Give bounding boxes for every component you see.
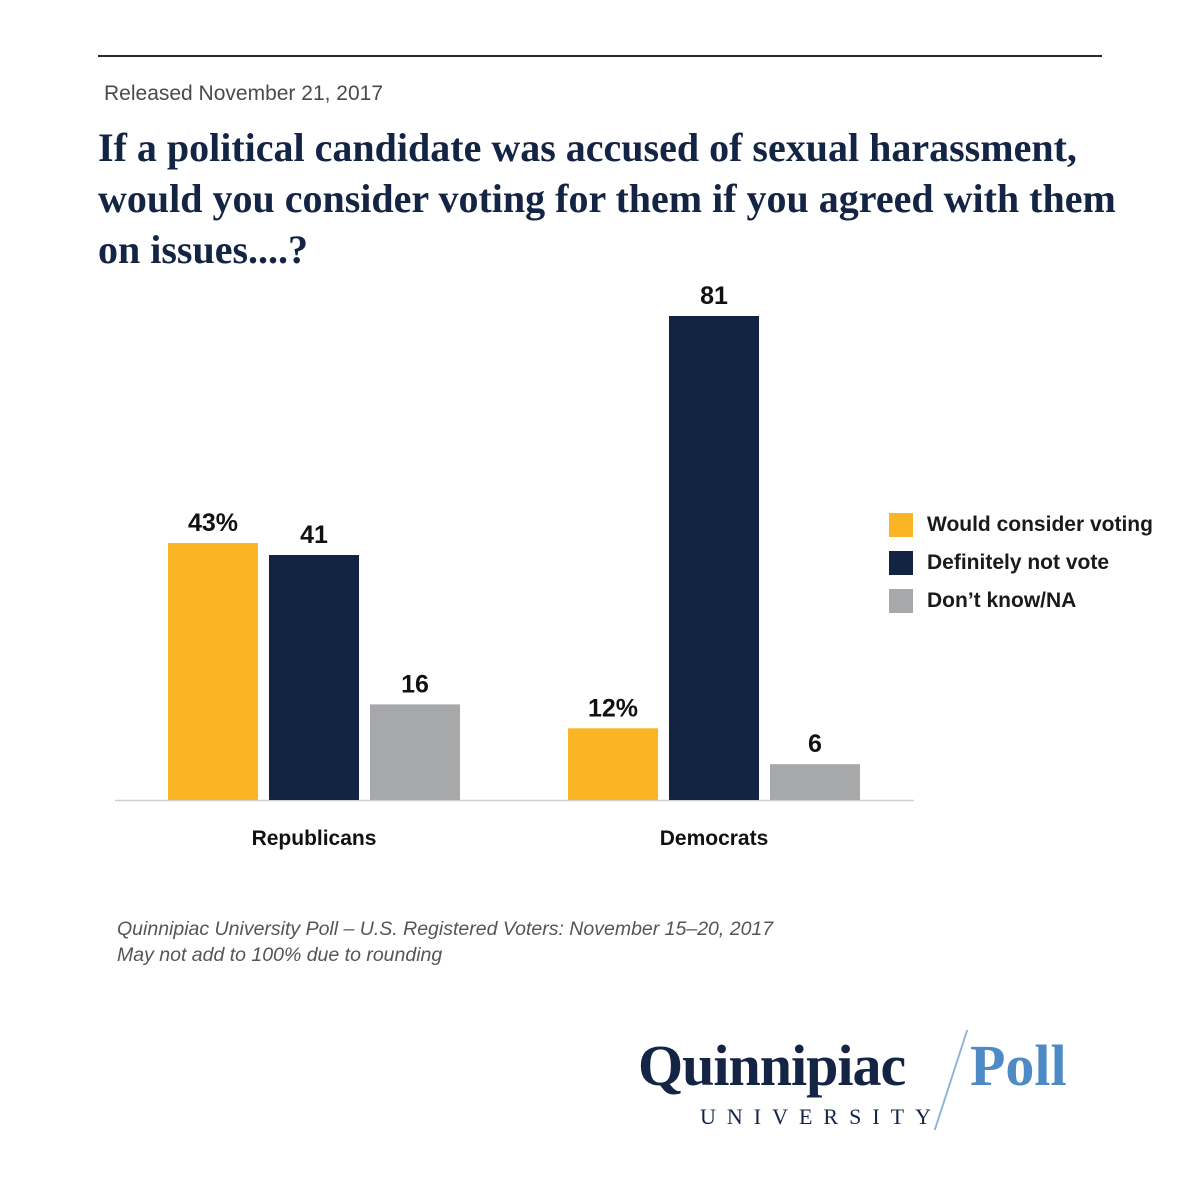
data-label-republicans-don-t-know-na: 16	[401, 670, 429, 698]
logo-poll: Poll	[970, 1033, 1067, 1098]
bar-republicans-would-consider-voting	[168, 543, 258, 800]
bar-republicans-don-t-know-na	[370, 704, 460, 800]
chart-title-line-1: If a political candidate was accused of …	[98, 125, 1077, 170]
legend-item-definitely-not: Definitely not vote	[889, 544, 1153, 582]
footnote: Quinnipiac University Poll – U.S. Regist…	[117, 916, 773, 968]
data-label-republicans-would-consider-voting: 43%	[188, 509, 238, 537]
bar-democrats-definitely-not-vote	[669, 316, 759, 800]
legend-label-definitely-not: Definitely not vote	[927, 551, 1110, 574]
category-label-democrats: Democrats	[660, 827, 769, 850]
release-date: Released November 21, 2017	[104, 82, 384, 105]
legend-swatch-would-consider	[889, 513, 913, 537]
legend-item-would-consider: Would consider voting	[889, 506, 1153, 544]
data-label-democrats-don-t-know-na: 6	[808, 730, 822, 758]
bar-democrats-would-consider-voting	[568, 728, 658, 800]
legend-label-dont-know: Don’t know/NA	[927, 589, 1077, 612]
legend-item-dont-know: Don’t know/NA	[889, 582, 1153, 620]
legend-label-would-consider: Would consider voting	[927, 513, 1153, 536]
logo-university: UNIVERSITY	[700, 1104, 942, 1129]
chart-title-line-3: on issues....?	[98, 227, 309, 272]
top-rule	[98, 55, 1102, 57]
footnote-rounding: May not add to 100% due to rounding	[117, 944, 443, 966]
legend-swatch-dont-know	[889, 589, 913, 613]
bar-democrats-don-t-know-na	[770, 764, 860, 800]
data-label-democrats-definitely-not-vote: 81	[700, 282, 728, 310]
chart-title-line-2: would you consider voting for them if yo…	[98, 176, 1116, 221]
category-label-republicans: Republicans	[252, 827, 377, 850]
quinnipiac-poll-logo: Quinnipiac Poll UNIVERSITY	[638, 1030, 1108, 1132]
legend-swatch-definitely-not	[889, 551, 913, 575]
logo-name: Quinnipiac	[638, 1033, 906, 1098]
data-label-republicans-definitely-not-vote: 41	[300, 521, 328, 549]
data-label-democrats-would-consider-voting: 12%	[588, 694, 638, 722]
chart-title: If a political candidate was accused of …	[98, 122, 1138, 275]
footnote-source: Quinnipiac University Poll – U.S. Regist…	[117, 918, 774, 940]
legend: Would consider voting Definitely not vot…	[889, 506, 1153, 620]
bar-republicans-definitely-not-vote	[269, 555, 359, 800]
